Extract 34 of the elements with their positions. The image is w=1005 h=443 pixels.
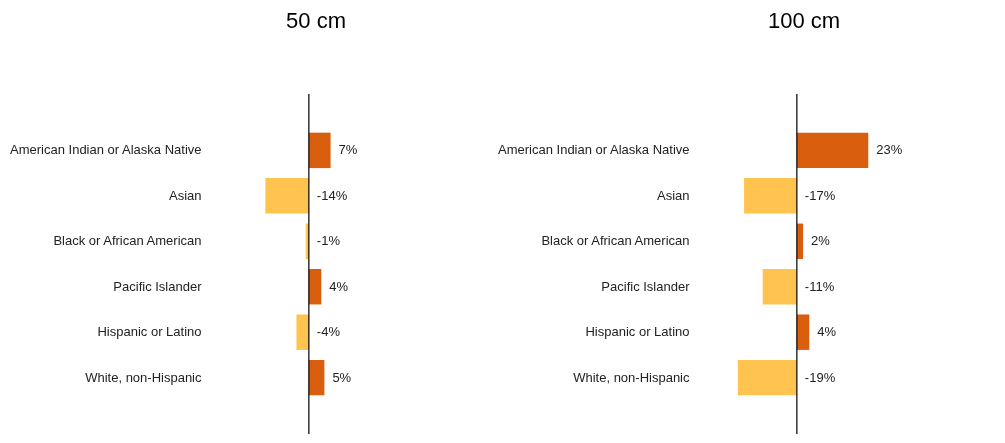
y-tick-label: Asian — [168, 187, 202, 203]
y-tick-label: Hispanic or Latino — [97, 324, 202, 340]
data-label: -1% — [316, 233, 341, 249]
y-tick-label: Black or African American — [53, 233, 202, 249]
y-tick-label: Hispanic or Latino — [585, 324, 690, 340]
bar — [744, 178, 797, 214]
bar — [296, 314, 309, 350]
chart-title: 50 cm — [286, 8, 346, 34]
data-label: 4% — [817, 324, 837, 340]
bar — [265, 178, 309, 214]
bar — [762, 269, 797, 305]
data-label: 5% — [332, 369, 352, 385]
y-tick-label: American Indian or Alaska Native — [10, 142, 202, 158]
y-tick-label: Asian — [656, 187, 690, 203]
data-label: 2% — [811, 233, 831, 249]
bar — [308, 132, 331, 169]
data-label: 7% — [338, 142, 358, 158]
y-tick-label: American Indian or Alaska Native — [498, 142, 690, 158]
y-tick-label: White, non-Hispanic — [573, 369, 690, 385]
y-tick-label: Pacific Islander — [113, 278, 203, 294]
bar — [796, 132, 869, 169]
data-label: -17% — [804, 187, 836, 203]
y-tick-label: White, non-Hispanic — [85, 369, 202, 385]
chart-title: 100 cm — [767, 8, 841, 34]
data-label: -19% — [804, 369, 836, 385]
y-tick-label: Black or African American — [541, 233, 690, 249]
bar — [796, 314, 810, 350]
data-label: -4% — [316, 324, 341, 340]
data-label: -11% — [804, 278, 835, 294]
y-tick-label: Pacific Islander — [601, 278, 691, 294]
bar — [737, 359, 797, 396]
data-label: -14% — [316, 187, 348, 203]
data-label: 23% — [876, 142, 903, 158]
data-label: 4% — [329, 278, 349, 294]
